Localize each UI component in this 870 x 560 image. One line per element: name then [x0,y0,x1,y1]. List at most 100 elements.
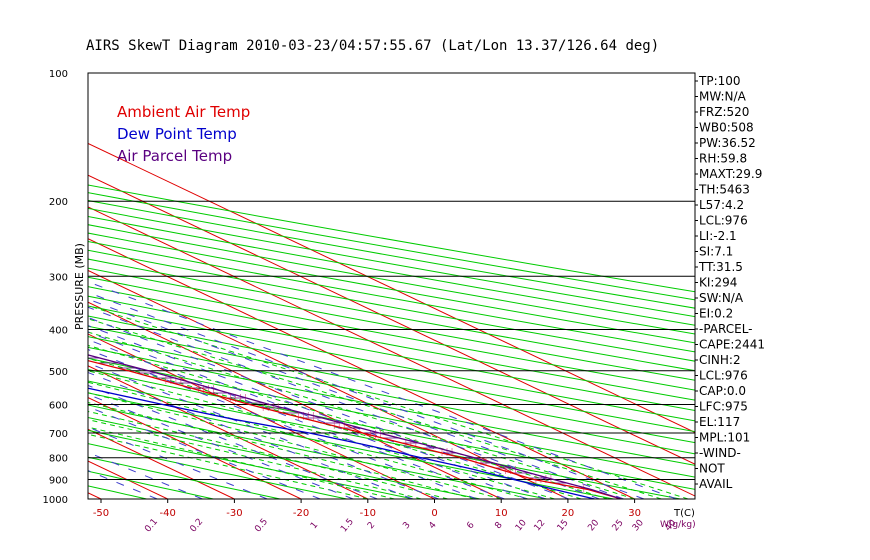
index-label: KI:294 [699,276,737,290]
dry-adiabat-line [88,346,695,466]
pressure-tick-label: 600 [49,400,68,411]
mixing-ratio-label: 25 [611,518,626,533]
mixing-ratio-unit-label: W(g/kg) [660,520,696,530]
bottom-temp-label: 10 [495,508,508,519]
index-label: CINH:2 [699,353,741,367]
mixing-ratio-label: 20 [586,518,601,533]
index-label: -PARCEL- [699,322,753,336]
isotherm-line [88,396,302,499]
dry-adiabat-line [88,232,695,344]
pressure-tick-label: 300 [49,272,68,283]
dry-adiabat-line [88,224,695,335]
dry-adiabat-line [88,305,695,422]
dry-adiabat-line [0,73,13,499]
index-label: AVAIL [699,477,733,491]
index-label: LCL:976 [699,214,748,228]
index-label: NOT [699,462,725,476]
y-axis-label: PRESSURE (MB) [73,243,86,330]
index-label: TT:31.5 [698,260,743,274]
isotherm-line [88,142,695,434]
index-label: EI:0.2 [699,307,733,321]
series-line-ambient-air-temp [88,359,622,499]
mixing-ratio-line [88,362,439,499]
bottom-temp-label: 0 [431,508,437,519]
profile-series [88,354,622,499]
legend: Ambient Air Temp Dew Point Temp Air Parcel… [117,103,250,165]
mixing-ratio-lines [88,281,677,499]
index-label: EL:117 [699,415,740,429]
bottom-temp-label: -50 [93,508,109,519]
dry-adiabat-line [88,369,695,490]
dry-adiabat-line [88,336,695,455]
bottom-temp-label: -10 [360,508,376,519]
mixing-ratio-label: 3 [401,520,412,531]
pressure-tick-label: 1000 [43,495,68,506]
mixing-ratio-line [88,331,528,499]
mixing-ratio-line [88,281,677,499]
moist-adiabat-line [88,357,582,499]
mixing-ratio-line [88,451,203,499]
mixing-ratio-label: 1.5 [339,517,356,534]
index-label: TH:5463 [698,183,750,197]
mixing-ratio-label: 4 [427,520,439,531]
bottom-temp-label: -20 [293,508,309,519]
pressure-tick-label: 700 [49,429,68,440]
mixing-ratio-label: 8 [493,520,505,531]
pressure-tick-label: 900 [49,476,68,487]
mixing-ratio-label: 12 [532,518,547,533]
dry-adiabat-line [0,73,80,499]
dry-adiabat-line [88,276,695,391]
legend-entry: Air Parcel Temp [117,147,232,165]
axis-labels: 0.1 0.2 0.5 1 1.5 2 3 4 6 8 10 12 15 20 25 30 4010020030… [43,69,696,534]
isotherm-line [88,365,369,499]
bottom-temp-label: -30 [226,508,242,519]
index-label: MPL:101 [699,431,750,445]
index-label: MW:N/A [699,90,747,104]
index-label: -WIND- [699,446,741,460]
moist-adiabat-line [88,392,502,499]
dry-adiabat-line [88,295,695,411]
dry-adiabat-line [88,315,695,433]
index-label: TP:100 [698,74,741,88]
dry-adiabat-line [88,325,695,444]
dry-adiabat-line [88,286,695,401]
chart-title: AIRS SkewT Diagram 2010-03-23/04:57:55.6… [86,38,659,54]
mixing-ratio-label: 0.2 [188,517,205,534]
mixing-ratio-label: 0.1 [143,517,160,534]
pressure-tick-label: 200 [49,197,68,208]
mixing-ratio-label: 30 [631,518,646,533]
dry-adiabat-line [88,199,695,309]
pressure-tick-label: 500 [49,367,68,378]
index-label: MAXT:29.9 [699,167,762,181]
index-label: CAP:0.0 [699,384,746,398]
pressure-tick-label: 400 [49,325,68,336]
isotherm-line [88,269,569,499]
index-label: SW:N/A [699,291,744,305]
index-label: FRZ:520 [699,105,749,119]
dry-adiabat-line [88,416,481,499]
mixing-ratio-label: 15 [556,518,571,533]
index-label: LCL:976 [699,369,748,383]
index-label: LFC:975 [699,400,748,414]
dry-adiabat-line [88,392,614,499]
index-label: RH:59.8 [699,152,747,166]
mixing-ratio-label: 10 [514,518,529,533]
x-axis-unit-label: T(C) [673,508,695,519]
pressure-tick-label: 100 [49,69,68,80]
mixing-ratio-label: 1 [309,520,320,531]
isotherm-line [88,174,695,465]
mixing-ratio-line [88,348,477,499]
index-label: PW:36.52 [699,136,756,150]
bottom-temp-label: -40 [160,508,176,519]
mixing-ratio-label: 6 [465,520,477,531]
index-label: SI:7.1 [699,245,733,259]
legend-entry: Dew Point Temp [117,125,237,143]
isotherm-line [88,206,695,497]
index-label: CAPE:2441 [699,338,765,352]
dry-adiabat-line [88,443,347,499]
dry-adiabat-line [88,380,681,499]
dry-adiabat-line [88,184,695,293]
index-label: WB0:508 [699,121,754,135]
